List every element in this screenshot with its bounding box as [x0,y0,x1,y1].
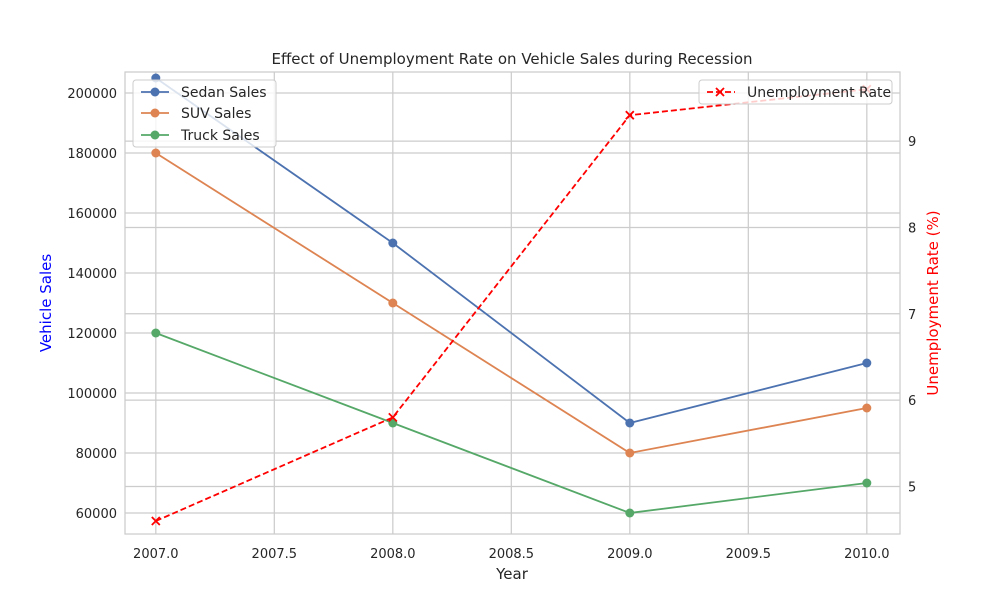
legend-right-box [698,79,893,105]
y-tick-label: 100000 [67,387,117,402]
data-point [151,148,161,158]
series-line-suv-sales [155,152,867,454]
y-tick-label: 120000 [67,327,117,342]
y2-tick-label: 7 [908,308,916,323]
y-tick-label: 200000 [67,87,117,102]
data-point [862,403,872,413]
y2-tick-label: 9 [908,135,916,150]
y2-tick-label: 8 [908,221,916,236]
y-tick-label: 80000 [76,447,117,462]
legend-item-sedan: Sedan Sales [141,85,267,101]
y-tick-label: 60000 [76,507,117,522]
legend-left-box [132,79,277,148]
legend-label-truck: Truck Sales [180,128,260,144]
legend-right: Unemployment Rate [698,79,893,105]
legend-left: Sedan Sales SUV Sales Truck Sales [132,79,277,148]
data-point [625,448,635,458]
data-point [151,516,161,526]
y-axis-label: Vehicle Sales [37,254,55,353]
y2-tick-label: 5 [908,481,916,496]
data-point [862,358,872,368]
y2-tick-label: 6 [908,394,916,409]
series-line-truck-sales [155,332,867,514]
y2-axis-label: Unemployment Rate (%) [924,210,942,395]
series-truck-sales [151,328,872,518]
legend-label-suv: SUV Sales [181,106,251,122]
ticks: 2007.0 2007.5 2008.0 2008.5 2009.0 2009.5 2010… [67,87,916,562]
x-tick-label: 2010.0 [844,547,890,562]
y-tick-label: 160000 [67,207,117,222]
x-tick-label: 2009.5 [726,547,772,562]
x-tick-label: 2007.5 [252,547,298,562]
legend-item-truck: Truck Sales [141,128,260,144]
data-point [625,110,635,120]
x-tick-label: 2008.5 [489,547,535,562]
y-tick-label: 180000 [67,147,117,162]
data-point [388,298,398,308]
y-tick-label: 140000 [67,267,117,282]
plot-frame [124,71,901,535]
chart-title: Effect of Unemployment Rate on Vehicle S… [271,50,752,68]
series-suv-sales [151,148,872,458]
data-point [862,478,872,488]
legend-item-unemployment: Unemployment Rate [707,85,891,101]
series-line-sedan-sales [155,77,868,424]
data-point [388,412,398,423]
data-point [625,508,635,518]
legend-item-suv: SUV Sales [141,106,251,122]
x-tick-label: 2007.0 [133,547,179,562]
x-tick-label: 2009.0 [607,547,653,562]
data-point [151,328,161,338]
legend-label-unemployment: Unemployment Rate [747,85,891,101]
x-tick-label: 2008.0 [370,547,416,562]
x-axis-label: Year [495,565,529,583]
data-point [388,238,398,248]
legend-label-sedan: Sedan Sales [181,85,267,101]
data-point [625,418,635,428]
